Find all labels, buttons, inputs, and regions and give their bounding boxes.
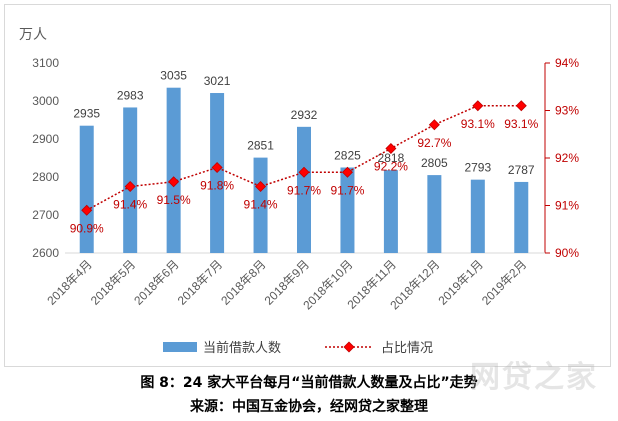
line-data-label: 93.1% [461,117,495,131]
bar [383,170,398,253]
y-right-tick-label: 92% [555,151,579,165]
x-tick-label: 2019年1月 [435,257,485,307]
bar [340,167,355,253]
y-left-tick-label: 2700 [32,208,59,222]
line-data-label: 90.9% [70,221,104,235]
y-right-tick-label: 93% [555,104,579,118]
line-data-label: 91.7% [330,183,364,197]
line-point-marker [472,100,484,112]
line-data-label: 91.7% [287,183,321,197]
x-tick-label: 2018年6月 [131,257,181,307]
bar-data-label: 2932 [291,108,318,122]
line-point-marker [168,176,180,188]
y-unit-label: 万人 [19,26,47,42]
figure-source: 来源：中国互金协会，经网贷之家整理 [190,399,428,415]
legend-line-label: 占比情况 [381,340,433,355]
bar [297,126,311,253]
legend-line-marker [343,341,355,353]
line-data-label: 91.4% [113,198,147,212]
x-tick-label: 2018年8月 [218,257,268,307]
bar-data-label: 2787 [508,163,535,177]
y-left-tick-label: 2900 [32,132,59,146]
x-tick-label: 2018年4月 [44,257,94,307]
chart-svg: 万人 2600 2700 2800 2900 3000 3100 90% 91% 92% 93% 94… [19,26,579,355]
figure-caption: 图 8：24 家大平台每月“当前借款人数量及占比”走势 [140,375,478,391]
legend-bar-label: 当前借款人数 [203,340,281,355]
line-point-marker [81,204,93,216]
bar-data-label: 2805 [421,156,448,170]
line-point-marker [124,180,136,193]
bar [253,157,268,253]
bar-data-label: 3021 [204,74,231,88]
bar [514,181,529,253]
bar-data-label: 2851 [247,139,274,153]
bar-data-label: 2818 [378,151,405,165]
y-right-tick-label: 90% [555,246,579,260]
y-left-tick-label: 3000 [32,94,59,108]
chart-frame: 万人 2600 2700 2800 2900 3000 3100 90% 91% 92% 93% 94… [4,4,611,367]
line-data-label: 92.7% [417,136,451,150]
x-tick-label: 2018年7月 [175,257,225,307]
line-point-marker [515,100,527,112]
y-right-tick-label: 94% [555,56,579,70]
y-left-tick-label: 2600 [32,246,59,260]
bar-data-label: 2793 [464,161,491,175]
x-tick-label: 2019年2月 [479,257,529,307]
bar-data-label: 2935 [73,107,100,121]
y-left-tick-label: 3100 [32,56,59,70]
x-tick-label: 2018年5月 [88,257,138,307]
bar [470,179,485,253]
bar [123,107,138,254]
line-point-marker [341,166,353,178]
line-point-marker [298,166,310,178]
line-point-marker [211,161,223,174]
line-point-marker [428,119,440,131]
line-point-marker [385,142,397,155]
line-data-label: 92.2% [374,160,408,174]
line-data-label: 91.4% [244,198,278,212]
legend-bar-swatch [163,342,197,352]
bar [427,175,442,253]
bar-data-label: 2825 [334,149,361,163]
bar-data-label: 2983 [117,88,144,102]
line-point-marker [255,180,267,193]
bar [79,125,94,253]
y-left-tick-label: 2800 [32,170,59,184]
watermark-logo: 网贷之家 [470,360,598,395]
bar [166,87,181,253]
line-data-label: 91.5% [157,193,191,207]
bar-data-label: 3035 [160,69,187,83]
line-data-label: 91.8% [200,179,234,193]
y-right-tick-label: 91% [555,199,579,213]
line-data-label: 93.1% [504,117,538,131]
